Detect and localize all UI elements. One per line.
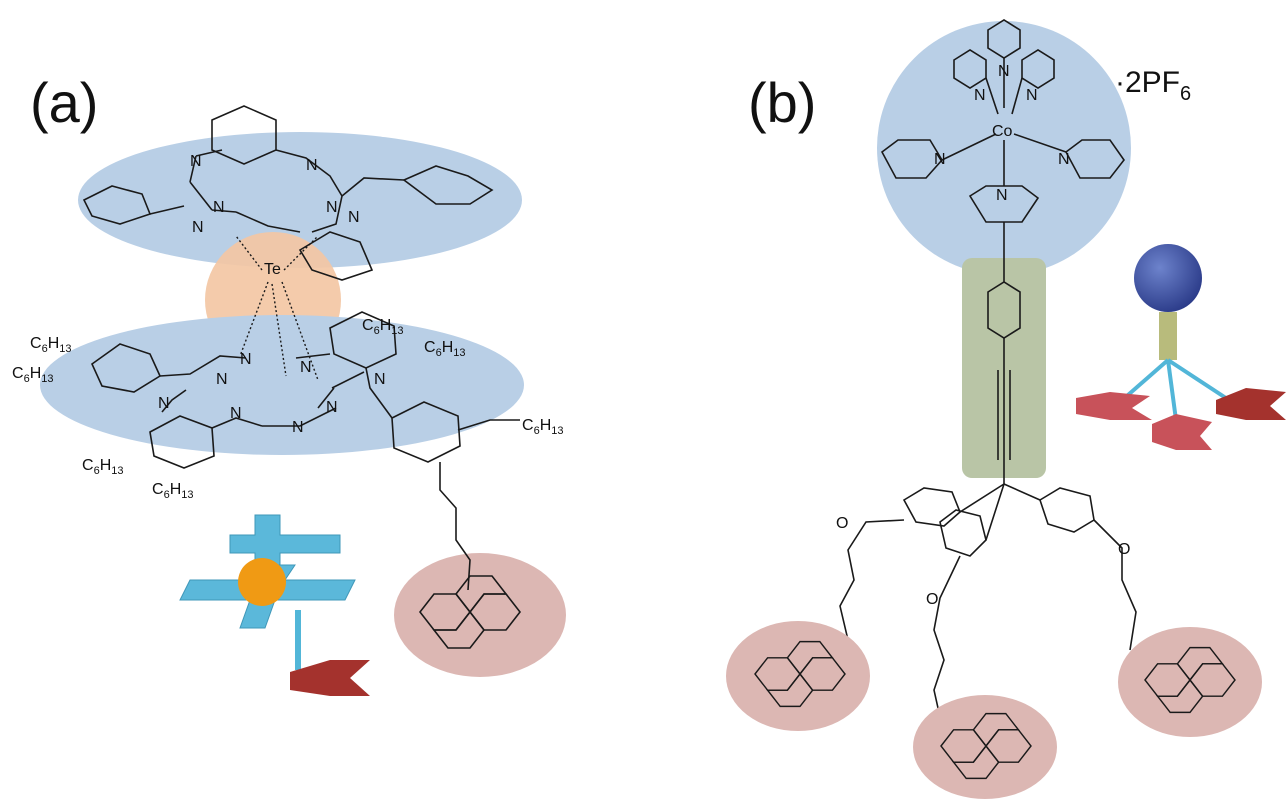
n-label: N [158,395,170,412]
upper-phthalocyanine-disc [78,132,522,268]
n-label: N [998,63,1010,80]
cobalt-label: Co [992,123,1013,140]
tripodal-skeleton: O O O [836,483,1137,727]
panel-b-label: (b) [748,71,816,134]
n-label: N [348,209,360,226]
n-label: N [192,219,204,236]
hexyl-label: C6H13 [362,317,404,337]
tripod-cartoon [1076,244,1286,450]
pyrene-disc-b-right [1118,627,1262,737]
cartoon-linker [295,610,301,670]
complex-ball [1134,244,1202,312]
hexyl-label: C6H13 [522,417,564,437]
dimer-cartoon [179,514,370,696]
o-label: O [836,515,848,532]
n-label: N [300,359,312,376]
hexyl-label: C6H13 [30,335,72,355]
pyrene-disc-a [394,553,566,677]
metal-ball [238,558,286,606]
n-label: N [326,199,338,216]
lower-phthalocyanine-skeleton: N N N N N N N N [90,311,520,591]
n-label: N [292,419,304,436]
n-label: N [1026,87,1038,104]
n-label: N [326,399,338,416]
rod-stem [1159,312,1177,360]
n-label: N [216,371,228,388]
n-label: N [1058,151,1070,168]
n-label: N [306,157,318,174]
pyrene-a [418,575,522,649]
n-label: N [974,87,986,104]
anchor-arrow-a [290,660,370,696]
upper-phthalocyanine-skeleton: N N N N N N [82,105,494,281]
hexyl-label: C6H13 [82,457,124,477]
pyrene-b-right [1144,646,1236,714]
tellurium-label: Te [264,261,281,278]
n-label: N [996,187,1008,204]
panel-a: (a) N N N N N N Te [12,71,566,696]
rod-skeleton [987,262,1021,484]
n-label: N [374,371,386,388]
anchor-arrow-left [1076,392,1152,420]
hexyl-label: C6H13 [424,339,466,359]
n-label: N [240,351,252,368]
o-label: O [1118,541,1130,558]
hexyl-label: C6H13 [152,481,194,501]
n-label: N [213,199,225,216]
n-label: N [190,153,202,170]
o-label: O [926,591,938,608]
counterion-label: ·2PF6 [1115,66,1191,105]
bis-terpyridine-skeleton: N N N N N N Co [880,19,1125,262]
anchor-arrow-right [1216,388,1286,420]
hexyl-label: C6H13 [12,365,54,385]
n-label: N [230,405,242,422]
hexyl-labels-a: C6H13 C6H13 C6H13 C6H13 C6H13 C6H13 C6H1… [12,317,564,501]
panel-a-label: (a) [30,71,98,134]
lower-phthalocyanine-disc [40,315,524,455]
pyrene-b-left [754,640,846,708]
pyrene-b-bottom [940,712,1032,780]
anchor-arrow-middle [1152,414,1212,450]
n-label: N [934,151,946,168]
panel-b: (b) ·2PF6 N N N N N N Co [726,19,1286,799]
